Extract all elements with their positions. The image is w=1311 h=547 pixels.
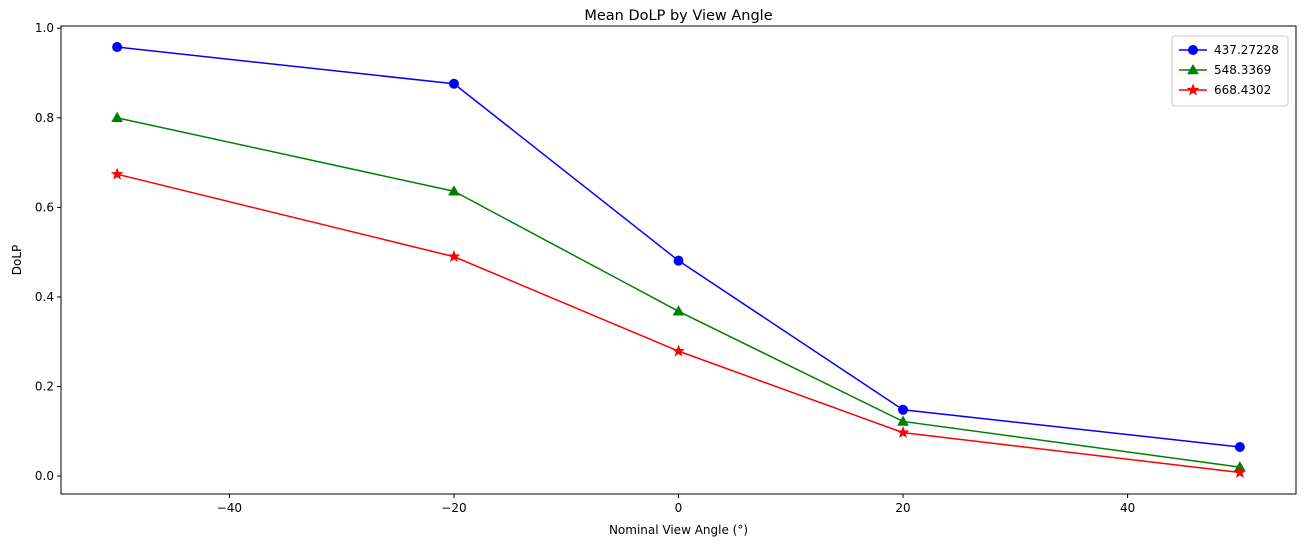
x-axis-title: Nominal View Angle (°): [609, 523, 748, 537]
x-tick-label: 40: [1120, 501, 1135, 515]
data-point-triangle: [672, 305, 685, 316]
x-axis: −40 −20 0 20 40: [217, 494, 1135, 515]
series-3: [110, 167, 1247, 478]
x-tick-label: 20: [895, 501, 910, 515]
y-tick-label: 0.2: [35, 380, 54, 394]
legend: 437.27228 548.3369 668.4302: [1171, 35, 1289, 107]
series-2: [111, 111, 1246, 472]
data-point-circle: [448, 78, 459, 89]
series-layer: [110, 42, 1247, 478]
data-point-circle: [898, 404, 909, 415]
y-tick-label: 0.0: [35, 469, 54, 483]
data-point-circle: [673, 255, 684, 266]
data-point-circle: [1188, 45, 1198, 55]
data-point-triangle: [1187, 63, 1199, 75]
series-1: [112, 42, 1245, 452]
series-line: [116, 117, 1240, 468]
y-tick-label: 0.6: [35, 200, 54, 214]
series-line: [117, 46, 1240, 448]
data-point-triangle: [448, 185, 460, 196]
data-point-star: [672, 344, 685, 357]
y-axis-title: DoLP: [10, 245, 24, 276]
data-point-star: [1233, 465, 1247, 478]
data-point-triangle: [111, 111, 123, 123]
legend-item: 437.27228: [1179, 43, 1279, 57]
x-tick-label: −40: [217, 501, 242, 515]
data-point-circle: [112, 42, 123, 53]
x-tick-label: 0: [675, 501, 683, 515]
data-point-star: [110, 167, 124, 180]
data-point-star: [1186, 83, 1200, 96]
legend-label: 548.3369: [1214, 63, 1271, 77]
x-tick-label: −20: [441, 501, 466, 515]
data-point-star: [896, 426, 910, 438]
chart-title: Mean DoLP by View Angle: [584, 8, 772, 24]
legend-item: 668.4302: [1179, 83, 1271, 97]
data-point-triangle: [897, 415, 909, 426]
legend-label: 668.4302: [1214, 83, 1271, 97]
data-point-star: [447, 250, 461, 262]
y-tick-label: 0.4: [35, 290, 54, 304]
y-axis: 0.0 0.2 0.4 0.6 0.8 1.0: [35, 21, 61, 483]
y-tick-label: 0.8: [35, 111, 54, 125]
data-point-circle: [1234, 441, 1245, 452]
legend-label: 437.27228: [1214, 43, 1279, 57]
y-tick-label: 1.0: [35, 21, 54, 35]
legend-box: [1171, 35, 1289, 107]
legend-item: 548.3369: [1179, 63, 1271, 77]
